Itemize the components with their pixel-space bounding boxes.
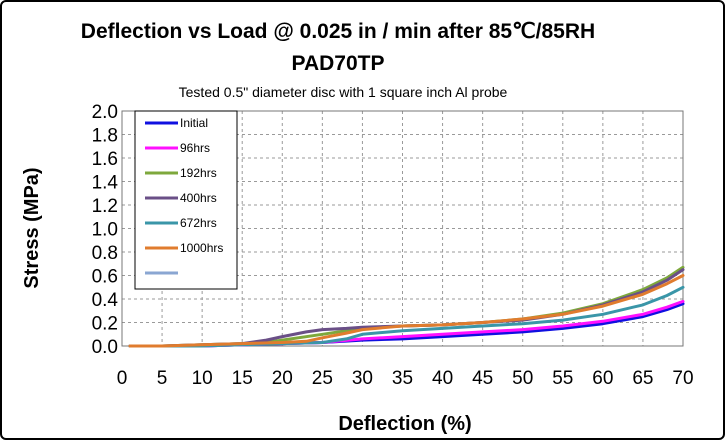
chart-subtitle: PAD70TP	[292, 52, 385, 75]
chart-annotation: Tested 0.5" diameter disc with 1 square …	[179, 84, 508, 100]
y-ticks: 0.00.2 0.40.6 0.81.0 1.21.4 1.61.8 2.0	[92, 102, 119, 358]
series-line-1000hrs	[128, 274, 685, 348]
legend-label: Initial	[180, 116, 208, 130]
x-tick-label: 35	[392, 368, 413, 389]
series-lines	[128, 265, 685, 348]
x-tick-label: 60	[592, 368, 613, 389]
x-tick-label: 50	[512, 368, 533, 389]
x-tick-label: 15	[232, 368, 253, 389]
y-axis-label: Stress (MPa)	[21, 167, 43, 288]
x-tick-label: 65	[632, 368, 653, 389]
x-tick-label: 5	[157, 368, 168, 389]
x-tick-label: 45	[472, 368, 493, 389]
legend-label: 192hrs	[180, 166, 217, 180]
x-axis-label: Deflection (%)	[338, 413, 471, 435]
y-tick-label: 0.8	[92, 243, 118, 264]
x-tick-label: 20	[272, 368, 293, 389]
legend: Initial 96hrs 192hrs 400hrs 672hrs 1000hrs	[134, 110, 238, 290]
x-tick-label: 10	[192, 368, 213, 389]
y-tick-label: 0.6	[92, 267, 118, 288]
y-tick-label: 1.2	[92, 196, 118, 217]
legend-label: 96hrs	[180, 141, 210, 155]
y-tick-label: 0.0	[92, 337, 118, 358]
y-tick-label: 1.0	[92, 220, 118, 241]
y-tick-label: 1.6	[92, 149, 118, 170]
plot-area	[121, 110, 684, 347]
x-tick-label: 40	[432, 368, 453, 389]
x-tick-label: 0	[117, 368, 128, 389]
x-tick-label: 25	[312, 368, 333, 389]
x-tick-label: 30	[352, 368, 373, 389]
y-tick-label: 2.0	[92, 102, 118, 123]
x-tick-label: 70	[672, 368, 693, 389]
legend-label: 1000hrs	[180, 241, 223, 255]
x-tick-label: 55	[552, 368, 573, 389]
legend-label: 672hrs	[180, 216, 217, 230]
chart-title: Deflection vs Load @ 0.025 in / min afte…	[81, 20, 595, 43]
legend-box	[134, 110, 238, 290]
y-tick-label: 0.2	[92, 314, 118, 335]
legend-label: 400hrs	[180, 191, 217, 205]
y-tick-label: 1.8	[92, 126, 118, 147]
y-tick-label: 1.4	[92, 173, 119, 194]
x-ticks: 0 5 10 15 20 25 30 35 40 45 50 55 60 65 70	[117, 368, 694, 389]
y-tick-label: 0.4	[92, 290, 119, 311]
